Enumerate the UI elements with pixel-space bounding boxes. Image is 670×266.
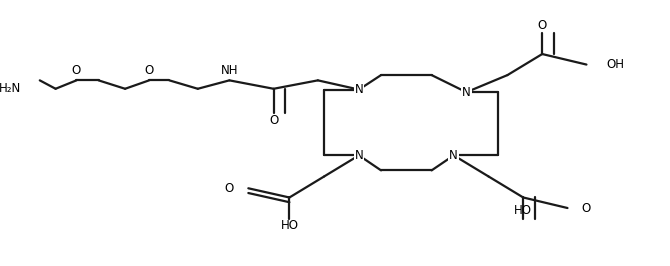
Text: O: O	[269, 114, 278, 127]
Text: O: O	[224, 182, 234, 195]
Text: HO: HO	[515, 204, 532, 217]
Text: NH: NH	[220, 64, 238, 77]
Text: O: O	[537, 19, 547, 32]
Text: OH: OH	[606, 58, 624, 71]
Text: N: N	[462, 86, 471, 99]
Text: H₂N: H₂N	[0, 82, 21, 95]
Text: O: O	[145, 64, 153, 77]
Text: O: O	[72, 64, 81, 77]
Text: HO: HO	[281, 219, 298, 232]
Text: N: N	[354, 83, 363, 96]
Text: N: N	[450, 149, 458, 162]
Text: N: N	[354, 149, 363, 162]
Text: O: O	[582, 202, 591, 214]
